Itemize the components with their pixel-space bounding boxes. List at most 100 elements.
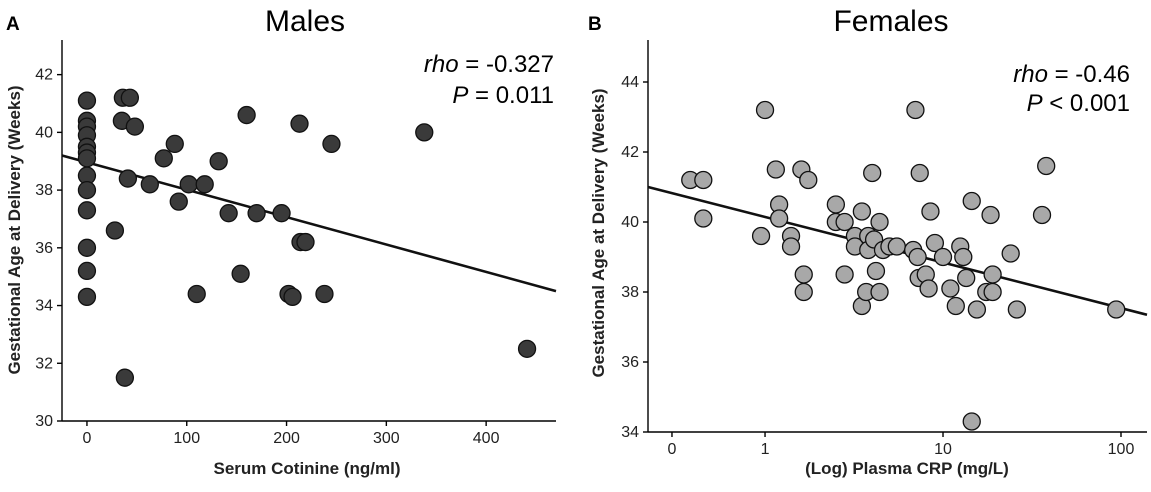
- y-tick-label: 32: [35, 355, 53, 372]
- data-point-males: [247, 204, 266, 223]
- y-tick-label: 40: [621, 214, 639, 231]
- data-point-females: [794, 282, 813, 302]
- data-point-females: [954, 247, 973, 267]
- y-tick-label: 42: [621, 144, 639, 161]
- x-tick-label: 200: [273, 430, 300, 447]
- y-tick-label: 38: [35, 182, 53, 199]
- y-tick-label: 36: [621, 354, 639, 371]
- data-point-females: [1032, 205, 1052, 225]
- y-tick-label: 44: [621, 74, 639, 91]
- data-point-females: [852, 202, 872, 221]
- data-point-males: [169, 192, 188, 211]
- data-point-males: [237, 105, 256, 125]
- data-point-females: [826, 195, 846, 214]
- data-point-females: [694, 170, 713, 190]
- data-point-males: [315, 284, 334, 304]
- data-point-males: [77, 91, 97, 110]
- data-point-males: [77, 201, 97, 220]
- x-tick-label: 0: [668, 441, 677, 458]
- x-tick-label: 400: [473, 430, 500, 447]
- data-point-females: [1107, 300, 1126, 319]
- chart-title-males: Males: [265, 5, 345, 38]
- data-point-males: [296, 232, 315, 252]
- x-tick-label: 300: [373, 430, 400, 447]
- data-point-males: [219, 204, 238, 223]
- data-point-males: [165, 134, 184, 154]
- p-value-males: P = 0.011: [452, 82, 554, 109]
- x-tick-label: 0: [82, 430, 91, 447]
- panel-letter-a: A: [6, 14, 20, 35]
- data-point-females: [967, 300, 987, 319]
- data-point-females: [908, 247, 927, 267]
- x-tick-label: 10: [934, 441, 952, 458]
- x-tick-label: 100: [173, 430, 200, 447]
- data-point-females: [870, 282, 889, 302]
- y-tick-label: 36: [35, 240, 53, 257]
- y-axis-label-males: Gestational Age at Delivery (Weeks): [5, 85, 24, 374]
- data-point-females: [751, 226, 771, 246]
- data-point-males: [140, 175, 159, 194]
- y-tick-label: 38: [621, 284, 639, 301]
- data-point-females: [983, 282, 1002, 302]
- data-point-females: [910, 163, 929, 183]
- data-point-females: [906, 100, 925, 120]
- data-point-females: [887, 237, 906, 256]
- data-point-males: [77, 287, 97, 307]
- data-point-females: [1037, 156, 1056, 176]
- data-point-females: [781, 237, 801, 256]
- data-point-females: [1007, 300, 1027, 319]
- data-point-males: [120, 88, 140, 107]
- panel-males: A Males Serum Cotinine (ng/ml) Gestation…: [5, 5, 557, 478]
- data-point-females: [962, 412, 981, 431]
- data-point-males: [115, 368, 135, 387]
- y-tick-label: 34: [621, 424, 639, 441]
- data-point-females: [794, 265, 813, 284]
- data-point-females: [870, 212, 889, 232]
- data-point-females: [946, 296, 965, 316]
- data-point-males: [77, 238, 97, 257]
- data-point-males: [154, 149, 173, 168]
- rho-statistic-males: rho = -0.327: [424, 51, 554, 78]
- panel-letter-b: B: [588, 14, 602, 35]
- data-point-males: [283, 287, 302, 307]
- data-point-males: [272, 204, 291, 223]
- data-point-males: [118, 169, 138, 188]
- data-point-females: [925, 233, 945, 253]
- data-point-females: [962, 191, 981, 211]
- data-point-males: [415, 123, 434, 142]
- data-point-females: [766, 160, 785, 179]
- rho-statistic-females: rho = -0.46: [1013, 61, 1130, 88]
- data-point-males: [187, 284, 206, 304]
- data-point-males: [77, 180, 97, 200]
- data-point-males: [209, 152, 228, 171]
- y-tick-label: 42: [35, 67, 53, 84]
- data-point-males: [105, 221, 125, 240]
- x-axis-label-females: (Log) Plasma CRP (mg/L): [805, 459, 1009, 478]
- data-point-males: [179, 175, 198, 194]
- data-point-males: [77, 261, 97, 281]
- y-tick-label: 34: [35, 298, 53, 315]
- data-point-females: [941, 279, 960, 298]
- data-point-males: [322, 134, 341, 154]
- data-point-males: [77, 149, 97, 168]
- y-tick-label: 40: [35, 124, 53, 141]
- data-point-females: [755, 100, 775, 120]
- data-point-females: [1001, 244, 1020, 263]
- data-point-females: [835, 265, 854, 284]
- x-tick-label: 100: [1108, 441, 1135, 458]
- data-point-females: [799, 170, 818, 190]
- x-axis-label-males: Serum Cotinine (ng/ml): [214, 459, 401, 478]
- data-point-females: [983, 265, 1002, 284]
- data-point-males: [517, 339, 537, 358]
- y-axis-label-females: Gestational Age at Delivery (Weeks): [589, 88, 608, 377]
- data-point-males: [290, 114, 309, 133]
- data-point-females: [866, 261, 886, 281]
- chart-title-females: Females: [833, 5, 948, 38]
- data-point-females: [981, 205, 1000, 225]
- data-point-males: [195, 175, 214, 194]
- data-point-females: [921, 202, 940, 221]
- x-tick-label: 1: [761, 441, 770, 458]
- panel-females: B Females (Log) Plasma CRP (mg/L) Gestat…: [588, 5, 1148, 478]
- data-point-females: [933, 247, 953, 267]
